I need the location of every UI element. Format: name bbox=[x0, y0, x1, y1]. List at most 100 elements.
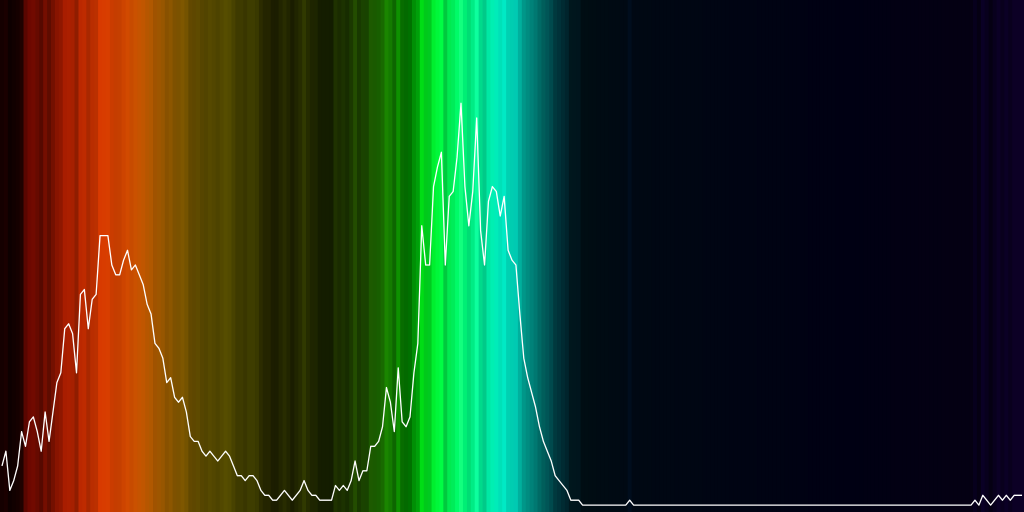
spectrum-bar bbox=[494, 0, 499, 512]
spectrum-bar bbox=[1008, 0, 1013, 512]
spectrum-bar bbox=[15, 0, 21, 512]
spectrum-bar bbox=[1004, 0, 1009, 512]
spectrum-bar bbox=[843, 0, 849, 512]
spectrum-bar bbox=[349, 0, 354, 512]
spectrum-bar bbox=[827, 0, 833, 512]
spectrum-bar bbox=[937, 0, 943, 512]
spectrum-bar bbox=[384, 0, 390, 512]
spectrum-bar bbox=[490, 0, 495, 512]
spectrum-bar bbox=[996, 0, 1002, 512]
spectrum-bar bbox=[113, 0, 119, 512]
spectrum-bar bbox=[243, 0, 248, 512]
spectrum-bar bbox=[663, 0, 668, 512]
spectrum-bar bbox=[31, 0, 36, 512]
spectrum-bar bbox=[1016, 0, 1021, 512]
spectrum-bar bbox=[643, 0, 648, 512]
spectrum-bar bbox=[219, 0, 225, 512]
spectrum-bar bbox=[262, 0, 268, 512]
spectrum-bar bbox=[223, 0, 229, 512]
spectrum-bar bbox=[270, 0, 276, 512]
spectrum-bar bbox=[408, 0, 413, 512]
spectrum-bar bbox=[851, 0, 856, 512]
spectrum-bar bbox=[729, 0, 735, 512]
spectrum-bar bbox=[741, 0, 747, 512]
spectrum-bar bbox=[360, 0, 366, 512]
spectrum-bar bbox=[47, 0, 52, 512]
spectrum-bar bbox=[757, 0, 762, 512]
spectrum-bar bbox=[698, 0, 703, 512]
spectrum-bar bbox=[678, 0, 684, 512]
spectrum-bar bbox=[466, 0, 472, 512]
spectrum-bar bbox=[525, 0, 531, 512]
spectrum-bar bbox=[27, 0, 32, 512]
spectrum-bar bbox=[294, 0, 299, 512]
spectrum-bar bbox=[961, 0, 966, 512]
spectrum-bar bbox=[980, 0, 986, 512]
spectrum-bar bbox=[431, 0, 437, 512]
spectrum-bar bbox=[309, 0, 315, 512]
spectrum-bar bbox=[674, 0, 680, 512]
spectrum-bar bbox=[435, 0, 441, 512]
spectrum-bar bbox=[808, 0, 813, 512]
spectrum-bar bbox=[23, 0, 29, 512]
spectrum-bar bbox=[376, 0, 382, 512]
spectrum-bar bbox=[557, 0, 562, 512]
spectrum-bar bbox=[266, 0, 272, 512]
spectrum-bar bbox=[43, 0, 48, 512]
spectrum-bar bbox=[78, 0, 83, 512]
spectrum-bar bbox=[231, 0, 236, 512]
spectrum-bar bbox=[70, 0, 76, 512]
spectrum-bar bbox=[690, 0, 696, 512]
spectrum-bar bbox=[780, 0, 786, 512]
spectrum-bar bbox=[141, 0, 146, 512]
spectrum-bar bbox=[619, 0, 625, 512]
spectrum-bar bbox=[945, 0, 951, 512]
spectrum-bar bbox=[11, 0, 17, 512]
spectrum-bar bbox=[588, 0, 594, 512]
spectrum-bar bbox=[717, 0, 723, 512]
spectrum-bar bbox=[929, 0, 935, 512]
spectrum-bar bbox=[882, 0, 888, 512]
spectrum-bar bbox=[3, 0, 9, 512]
spectrum-bar bbox=[372, 0, 378, 512]
spectrum-bar bbox=[615, 0, 621, 512]
spectrum-bar bbox=[380, 0, 386, 512]
spectrum-bar bbox=[816, 0, 821, 512]
spectrum-bar bbox=[651, 0, 656, 512]
spectrum-bar bbox=[702, 0, 707, 512]
spectrum-bar bbox=[102, 0, 107, 512]
spectrum-bar bbox=[639, 0, 645, 512]
spectrum-bar bbox=[859, 0, 864, 512]
spectrum-bar bbox=[82, 0, 87, 512]
spectrum-bar bbox=[7, 0, 13, 512]
spectrum-bar bbox=[749, 0, 754, 512]
spectrum-bar bbox=[576, 0, 582, 512]
spectrum-bar bbox=[215, 0, 221, 512]
spectrum-bar bbox=[282, 0, 287, 512]
spectrum-bar bbox=[714, 0, 719, 512]
spectrum-bar bbox=[933, 0, 939, 512]
spectrum-bar bbox=[694, 0, 699, 512]
spectrum-bar bbox=[290, 0, 295, 512]
spectrum-bar bbox=[627, 0, 633, 512]
spectrum-bar bbox=[910, 0, 915, 512]
spectrum-bar bbox=[706, 0, 711, 512]
spectrum-bar bbox=[184, 0, 189, 512]
spectrum-bar bbox=[572, 0, 578, 512]
spectrum-bar bbox=[670, 0, 676, 512]
spectrum-bar bbox=[160, 0, 166, 512]
spectrum-bar bbox=[357, 0, 362, 512]
spectrum-bar bbox=[596, 0, 601, 512]
spectrum-bar bbox=[39, 0, 44, 512]
spectrum-bar bbox=[274, 0, 280, 512]
spectrum-bar bbox=[823, 0, 829, 512]
spectrum-bar bbox=[906, 0, 911, 512]
spectrum-bar bbox=[553, 0, 558, 512]
spectrum-bar bbox=[855, 0, 860, 512]
spectrum-bar bbox=[792, 0, 798, 512]
spectrum-bar bbox=[898, 0, 903, 512]
spectrum-bar bbox=[647, 0, 652, 512]
spectrum-bar bbox=[659, 0, 664, 512]
